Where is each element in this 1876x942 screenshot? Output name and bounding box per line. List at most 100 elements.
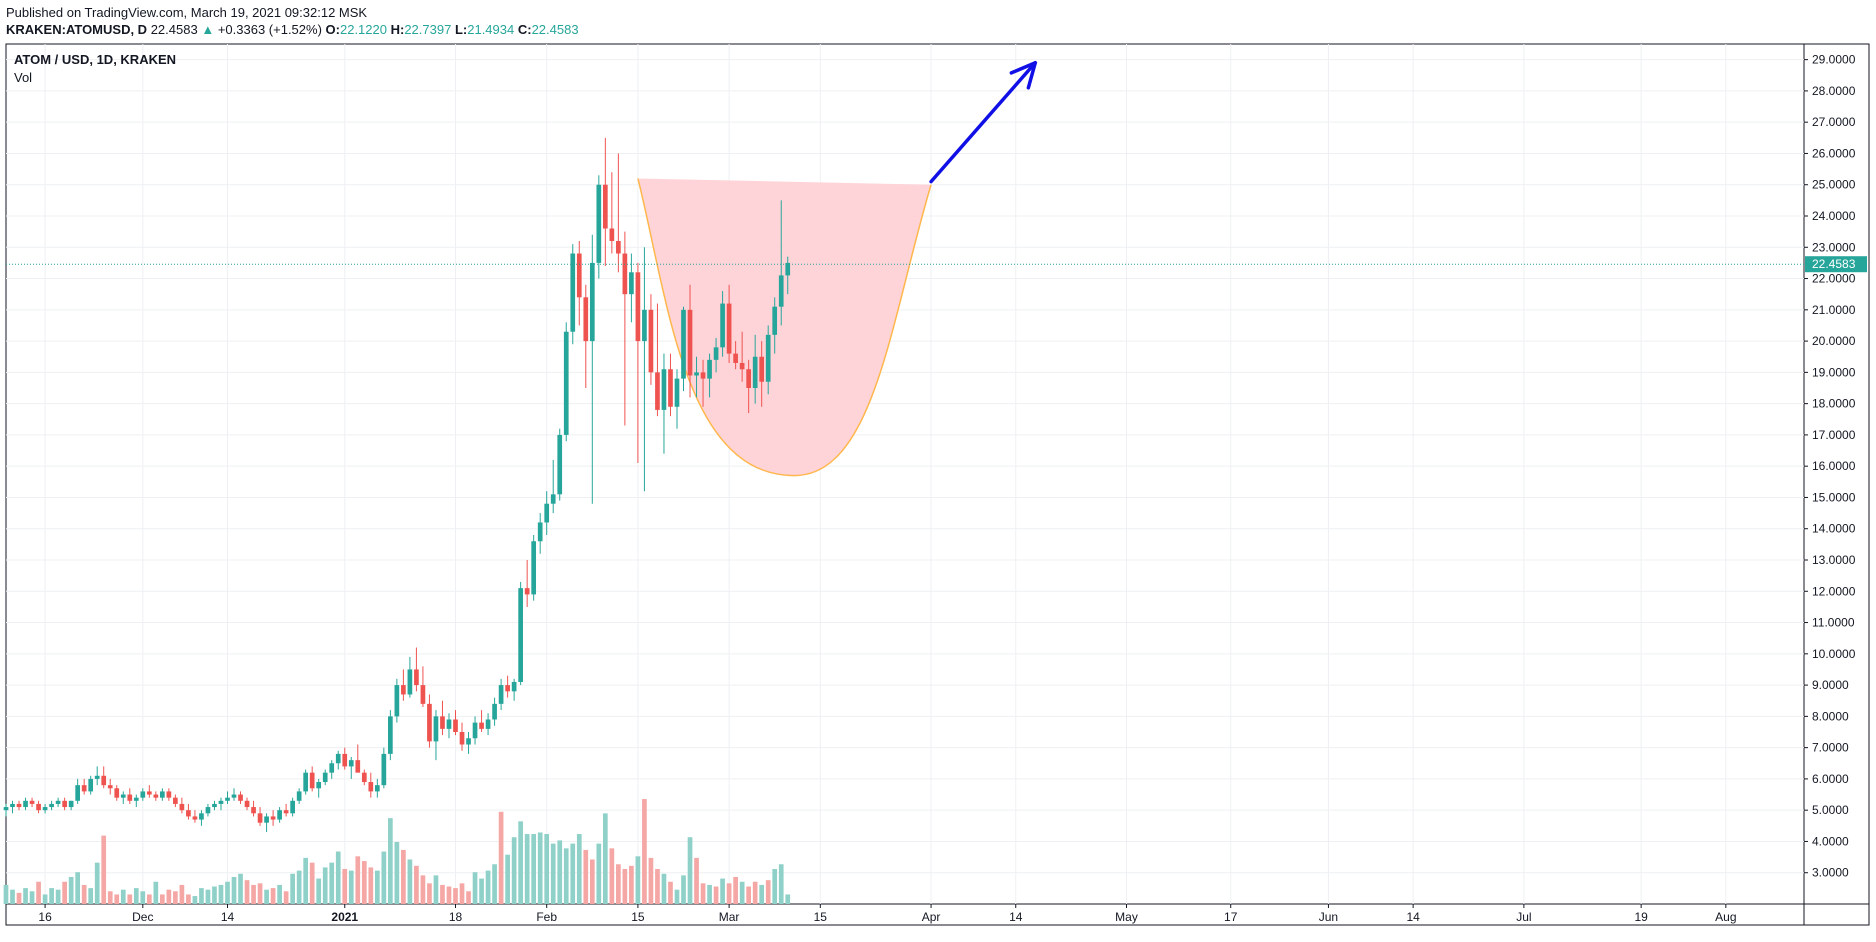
candle-body bbox=[10, 803, 15, 808]
candle-body bbox=[635, 272, 641, 342]
candle-body bbox=[218, 800, 224, 804]
volume-bar bbox=[629, 865, 634, 904]
volume-bar bbox=[23, 888, 28, 904]
candle-body bbox=[205, 807, 211, 814]
volume-bar bbox=[127, 894, 133, 904]
candle-body bbox=[765, 334, 771, 382]
y-tick-label: 17.0000 bbox=[1812, 428, 1856, 442]
volume-bar bbox=[16, 892, 22, 904]
x-tick-label: Feb bbox=[536, 910, 557, 924]
candle-body bbox=[414, 669, 419, 686]
candle-body bbox=[557, 434, 563, 495]
volume-bar bbox=[485, 870, 491, 904]
volume-bar bbox=[739, 881, 745, 904]
candle-body bbox=[322, 772, 328, 783]
volume-bar bbox=[114, 894, 120, 904]
volume-bar bbox=[694, 857, 699, 904]
candle-body bbox=[544, 503, 550, 523]
volume-bar bbox=[759, 884, 765, 904]
x-tick-label: Jun bbox=[1319, 910, 1338, 924]
volume-bar bbox=[264, 889, 269, 904]
candle-body bbox=[257, 813, 263, 823]
y-tick-label: 11.0000 bbox=[1812, 616, 1855, 630]
volume-bar bbox=[374, 870, 380, 904]
low-label: L: bbox=[454, 22, 468, 37]
candle-body bbox=[459, 732, 465, 745]
candle-body bbox=[589, 262, 595, 342]
candle-body bbox=[173, 797, 178, 804]
volume-bar bbox=[557, 840, 563, 904]
y-tick-label: 18.0000 bbox=[1812, 397, 1856, 411]
volume-bar bbox=[329, 862, 335, 904]
volume-bar bbox=[120, 889, 126, 904]
volume-bar bbox=[642, 799, 647, 904]
candle-body bbox=[140, 791, 146, 798]
legend-volume[interactable]: Vol bbox=[14, 70, 33, 85]
candle-body bbox=[772, 306, 778, 335]
volume-bar bbox=[609, 848, 615, 904]
candle-body bbox=[492, 703, 497, 720]
candle-body bbox=[576, 253, 582, 298]
candle-body bbox=[160, 791, 165, 798]
candle-body bbox=[277, 810, 282, 820]
candle-body bbox=[472, 722, 478, 739]
volume-bar bbox=[179, 884, 185, 904]
candle-body bbox=[537, 522, 543, 542]
candle-body bbox=[700, 372, 706, 379]
volume-bar bbox=[296, 870, 302, 904]
candle-body bbox=[55, 800, 61, 804]
candle-body bbox=[355, 760, 361, 773]
volume-bar bbox=[635, 856, 641, 904]
volume-bar bbox=[270, 888, 276, 904]
y-tick-label: 19.0000 bbox=[1812, 365, 1856, 379]
y-tick-label: 8.0000 bbox=[1812, 709, 1849, 723]
candle-body bbox=[655, 372, 660, 410]
legend-title[interactable]: ATOM / USD, 1D, KRAKEN bbox=[14, 52, 177, 67]
symbol-label[interactable]: KRAKEN:ATOMUSD, D bbox=[6, 22, 148, 37]
volume-bar bbox=[231, 876, 237, 904]
candle-body bbox=[75, 785, 81, 801]
volume-bar bbox=[335, 851, 341, 904]
volume-bar bbox=[36, 881, 41, 904]
volume-bar bbox=[394, 841, 400, 904]
candle-body bbox=[524, 588, 530, 595]
volume-bar bbox=[309, 862, 315, 904]
candle-body bbox=[296, 791, 302, 801]
volume-bar bbox=[316, 878, 322, 904]
volume-bar bbox=[192, 896, 198, 904]
candle-body bbox=[505, 685, 510, 692]
volume-bar bbox=[160, 894, 165, 904]
y-tick-label: 22.0000 bbox=[1812, 272, 1856, 286]
volume-bar bbox=[622, 869, 628, 904]
candle-body bbox=[420, 685, 426, 704]
cup-pattern-outline bbox=[637, 178, 932, 477]
volume-bar bbox=[218, 884, 224, 904]
symbol-info-bar: KRAKEN:ATOMUSD, D 22.4583 ▲ +0.3363 (+1.… bbox=[6, 22, 579, 37]
volume-bar bbox=[407, 859, 413, 904]
candle-body bbox=[570, 253, 576, 332]
y-tick-label: 29.0000 bbox=[1812, 53, 1856, 67]
candle-body bbox=[778, 275, 784, 307]
volume-bar bbox=[661, 873, 667, 904]
y-tick-label: 9.0000 bbox=[1812, 678, 1849, 692]
volume-bar bbox=[687, 837, 693, 904]
y-tick-label: 28.0000 bbox=[1812, 84, 1856, 98]
volume-bar bbox=[596, 843, 602, 904]
volume-bar bbox=[544, 834, 550, 904]
volume-bar bbox=[257, 883, 263, 904]
volume-bar bbox=[446, 886, 452, 904]
volume-bar bbox=[420, 875, 426, 904]
candle-body bbox=[238, 794, 243, 801]
candle-body bbox=[251, 807, 256, 814]
volume-bar bbox=[453, 888, 458, 904]
high-value: 22.7397 bbox=[404, 22, 452, 37]
volume-bar bbox=[244, 880, 250, 904]
x-tick-label: Dec bbox=[132, 910, 153, 924]
breakout-arrow-head-icon bbox=[1009, 61, 1038, 90]
volume-bar bbox=[537, 832, 543, 904]
y-tick-label: 7.0000 bbox=[1812, 741, 1849, 755]
x-tick-label: 14 bbox=[1009, 910, 1023, 924]
volume-bar bbox=[388, 818, 393, 904]
chart-frame bbox=[5, 43, 1870, 926]
